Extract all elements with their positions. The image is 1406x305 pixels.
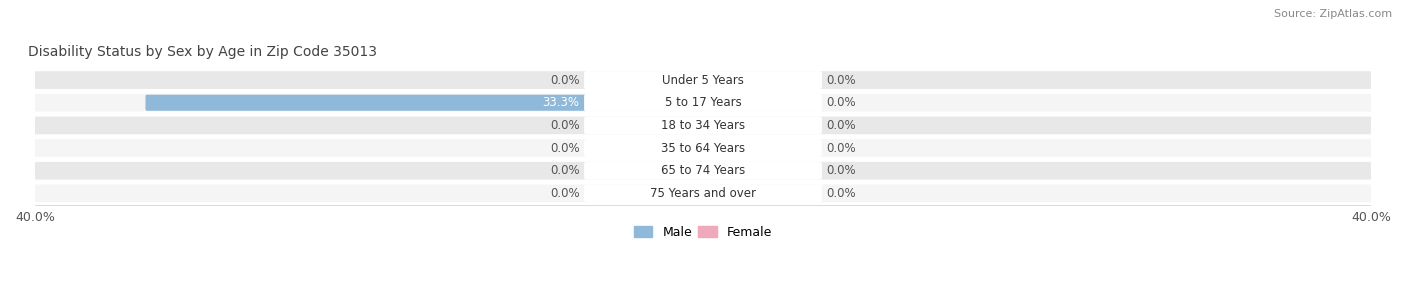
- FancyBboxPatch shape: [35, 162, 1371, 180]
- FancyBboxPatch shape: [636, 163, 704, 179]
- Text: 35 to 64 Years: 35 to 64 Years: [661, 142, 745, 155]
- FancyBboxPatch shape: [636, 72, 704, 88]
- Text: 0.0%: 0.0%: [550, 187, 579, 200]
- Text: 0.0%: 0.0%: [827, 119, 856, 132]
- FancyBboxPatch shape: [583, 117, 823, 134]
- FancyBboxPatch shape: [702, 140, 770, 156]
- FancyBboxPatch shape: [145, 95, 704, 111]
- Text: 5 to 17 Years: 5 to 17 Years: [665, 96, 741, 109]
- Text: 0.0%: 0.0%: [550, 142, 579, 155]
- Text: 0.0%: 0.0%: [827, 142, 856, 155]
- FancyBboxPatch shape: [583, 94, 823, 112]
- Text: 0.0%: 0.0%: [827, 187, 856, 200]
- Text: 75 Years and over: 75 Years and over: [650, 187, 756, 200]
- FancyBboxPatch shape: [35, 94, 1371, 112]
- Text: 0.0%: 0.0%: [827, 164, 856, 177]
- FancyBboxPatch shape: [583, 185, 823, 202]
- FancyBboxPatch shape: [702, 72, 770, 88]
- FancyBboxPatch shape: [35, 117, 1371, 134]
- Text: 0.0%: 0.0%: [827, 74, 856, 87]
- FancyBboxPatch shape: [702, 95, 770, 111]
- FancyBboxPatch shape: [583, 162, 823, 180]
- FancyBboxPatch shape: [35, 139, 1371, 157]
- FancyBboxPatch shape: [702, 117, 770, 134]
- FancyBboxPatch shape: [702, 163, 770, 179]
- Text: 0.0%: 0.0%: [827, 96, 856, 109]
- Text: 0.0%: 0.0%: [550, 119, 579, 132]
- Text: 0.0%: 0.0%: [550, 74, 579, 87]
- FancyBboxPatch shape: [583, 139, 823, 157]
- Legend: Male, Female: Male, Female: [628, 221, 778, 244]
- Text: Source: ZipAtlas.com: Source: ZipAtlas.com: [1274, 9, 1392, 19]
- Text: 33.3%: 33.3%: [543, 96, 579, 109]
- FancyBboxPatch shape: [636, 117, 704, 134]
- FancyBboxPatch shape: [636, 185, 704, 201]
- FancyBboxPatch shape: [35, 71, 1371, 89]
- Text: Under 5 Years: Under 5 Years: [662, 74, 744, 87]
- FancyBboxPatch shape: [636, 140, 704, 156]
- Text: Disability Status by Sex by Age in Zip Code 35013: Disability Status by Sex by Age in Zip C…: [28, 45, 377, 59]
- Text: 0.0%: 0.0%: [550, 164, 579, 177]
- FancyBboxPatch shape: [583, 71, 823, 89]
- FancyBboxPatch shape: [35, 185, 1371, 202]
- FancyBboxPatch shape: [702, 185, 770, 201]
- Text: 18 to 34 Years: 18 to 34 Years: [661, 119, 745, 132]
- Text: 65 to 74 Years: 65 to 74 Years: [661, 164, 745, 177]
